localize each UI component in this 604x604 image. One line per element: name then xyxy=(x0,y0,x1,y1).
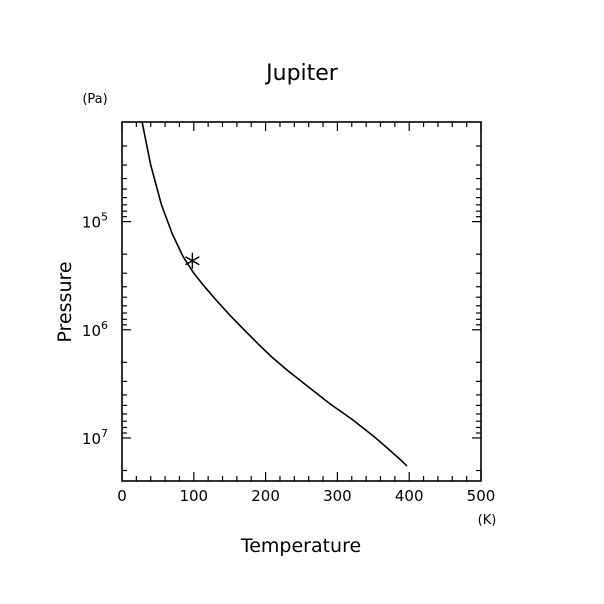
asterisk-marker xyxy=(185,252,200,269)
y-tick-label: 106 xyxy=(82,319,108,340)
plot-frame xyxy=(121,121,482,482)
y-unit-label: (Pa) xyxy=(82,92,107,107)
y-tick-label: 105 xyxy=(82,211,108,232)
x-tick-labels: 0 100 200 300 400 500 xyxy=(117,487,495,505)
x-tick-label: 400 xyxy=(395,487,424,505)
series-line xyxy=(141,121,408,467)
axis-ticks xyxy=(121,122,482,481)
x-tick-label: 0 xyxy=(117,487,127,505)
marker-stroke xyxy=(185,256,200,266)
x-tick-label: 500 xyxy=(467,487,496,505)
y-axis-label: Pressure xyxy=(54,261,76,342)
x-axis-label: Temperature xyxy=(240,535,361,557)
y-tick-label: 107 xyxy=(82,427,108,448)
x-tick-label: 200 xyxy=(251,487,280,505)
chart-title: Jupiter xyxy=(264,61,339,86)
y-tick-labels: 105 106 107 xyxy=(82,211,108,448)
x-unit-label: (K) xyxy=(478,513,497,528)
x-tick-label: 100 xyxy=(179,487,208,505)
x-tick-label: 300 xyxy=(323,487,352,505)
